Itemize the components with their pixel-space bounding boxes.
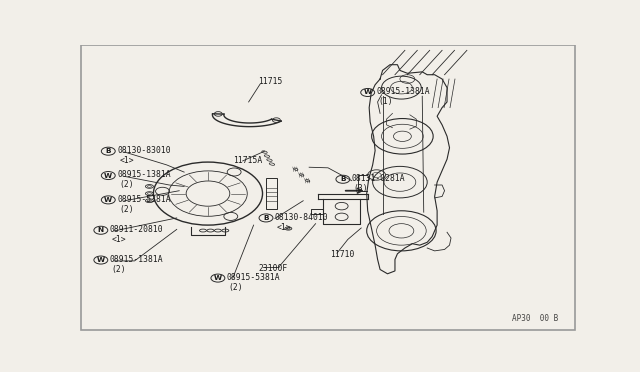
Text: (3): (3) [354,184,369,193]
Text: 23100F: 23100F [259,264,288,273]
Text: 11715A: 11715A [233,156,262,165]
Text: W: W [214,275,222,281]
Text: W: W [104,173,113,179]
Text: (2): (2) [119,205,134,214]
Text: (2): (2) [112,265,126,274]
Text: N: N [98,227,104,233]
Text: 08130-84010: 08130-84010 [275,212,328,222]
FancyBboxPatch shape [81,45,575,330]
Text: 08915-1381A: 08915-1381A [110,255,163,264]
Text: B: B [106,148,111,154]
Text: B: B [340,176,346,182]
Text: W: W [364,90,372,96]
Text: <1>: <1> [112,235,126,244]
Text: (2): (2) [119,180,134,189]
FancyBboxPatch shape [266,178,277,209]
Text: (1): (1) [379,97,393,106]
Text: 08915-1381A: 08915-1381A [117,170,171,179]
Text: 08915-5381A: 08915-5381A [227,273,280,282]
Text: 08130-83010: 08130-83010 [117,146,171,155]
Text: AP30  00 B: AP30 00 B [513,314,559,323]
Text: 08915-1381A: 08915-1381A [376,87,430,96]
Text: 08915-5381A: 08915-5381A [117,195,171,203]
Text: 08131-0281A: 08131-0281A [352,174,405,183]
Text: 11715: 11715 [257,77,282,86]
Text: W: W [104,197,113,203]
Text: 08911-20810: 08911-20810 [110,225,163,234]
Text: <1>: <1> [277,222,292,232]
Text: B: B [263,215,269,221]
Text: <1>: <1> [119,156,134,165]
Text: (2): (2) [229,283,243,292]
Text: 11710: 11710 [330,250,355,259]
Text: W: W [97,257,105,263]
